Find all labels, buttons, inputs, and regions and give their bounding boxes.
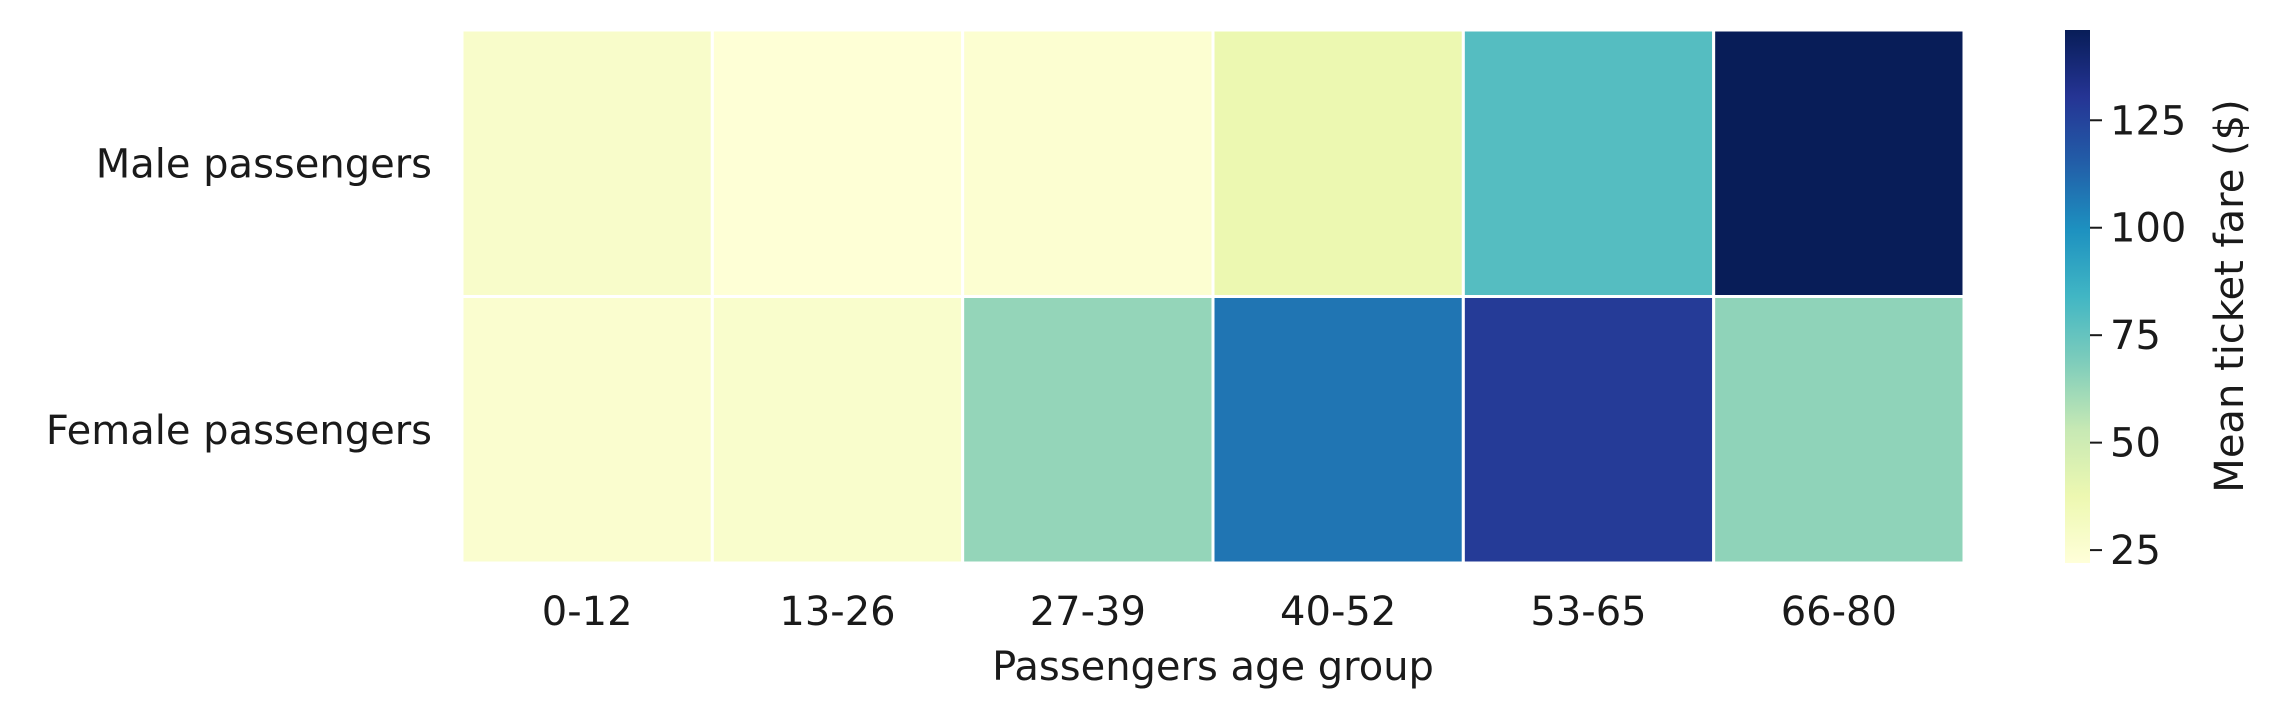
colorbar-tick-label: 100 xyxy=(2110,206,2186,252)
colorbar-tick-label: 125 xyxy=(2110,98,2186,144)
heatmap-cell xyxy=(1461,28,1716,298)
heatmap-cell xyxy=(710,28,965,298)
x-tick-label: 66-80 xyxy=(1781,589,1897,635)
heatmap-cell xyxy=(961,28,1215,298)
colorbar: 25 50 75 100 125 Mean ticket fare ($) xyxy=(2065,30,2253,574)
colorbar-ticks: 25 50 75 100 125 xyxy=(2090,98,2186,574)
colorbar-tick-label: 50 xyxy=(2110,421,2161,467)
y-tick-label: Male passengers xyxy=(96,141,432,187)
heatmap-cell xyxy=(961,295,1215,565)
heatmap-cell xyxy=(1211,28,1465,298)
heatmap-cell xyxy=(710,295,965,565)
colorbar-label: Mean ticket fare ($) xyxy=(2207,99,2253,492)
x-tick-label: 13-26 xyxy=(779,589,895,635)
x-tick-labels: 0-12 13-26 27-39 40-52 53-65 66-80 xyxy=(542,589,1897,635)
heatmap-cells xyxy=(460,28,1966,565)
x-tick-label: 40-52 xyxy=(1280,589,1396,635)
colorbar-tick-label: 75 xyxy=(2110,313,2161,359)
x-tick-label: 0-12 xyxy=(542,589,633,635)
heatmap-cell xyxy=(1712,295,1966,565)
heatmap-cell xyxy=(460,28,714,298)
heatmap-cell xyxy=(1712,28,1966,298)
colorbar-tick-label: 25 xyxy=(2110,528,2161,574)
x-axis-title: Passengers age group xyxy=(992,644,1434,690)
x-tick-label: 53-65 xyxy=(1530,589,1646,635)
heatmap-cell xyxy=(1461,295,1716,565)
colorbar-gradient xyxy=(2065,30,2090,563)
x-tick-label: 27-39 xyxy=(1030,589,1146,635)
y-tick-label: Female passengers xyxy=(46,408,432,454)
y-tick-labels: Male passengers Female passengers xyxy=(46,141,432,454)
heatmap-cell xyxy=(1211,295,1465,565)
heatmap-cell xyxy=(460,295,714,565)
